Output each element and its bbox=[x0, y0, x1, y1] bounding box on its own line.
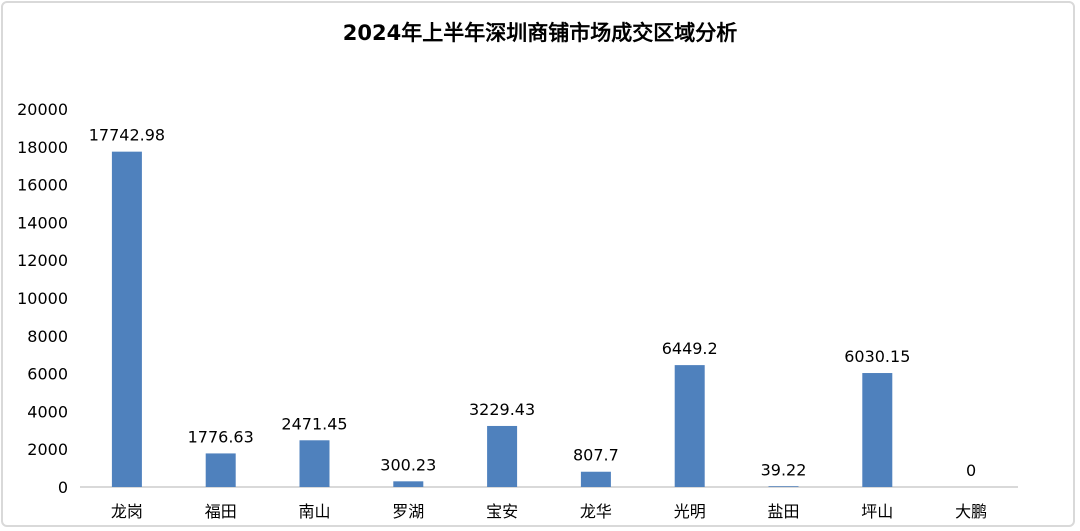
y-tick-label: 4000 bbox=[27, 402, 68, 421]
data-label: 300.23 bbox=[380, 455, 436, 474]
data-label: 0 bbox=[966, 461, 976, 480]
data-label: 17742.98 bbox=[89, 126, 165, 145]
bar bbox=[299, 440, 330, 487]
bar bbox=[862, 373, 893, 487]
bar bbox=[674, 365, 705, 487]
data-label: 6449.2 bbox=[662, 339, 718, 358]
y-tick-label: 12000 bbox=[17, 251, 68, 270]
x-category-label: 宝安 bbox=[486, 502, 518, 521]
data-label: 2471.45 bbox=[281, 414, 347, 433]
x-category-label: 罗湖 bbox=[392, 502, 424, 521]
x-category-label: 福田 bbox=[205, 502, 237, 521]
chart-title: 2024年上半年深圳商铺市场成交区域分析 bbox=[343, 21, 737, 45]
y-tick-label: 14000 bbox=[17, 213, 68, 232]
x-category-label: 坪山 bbox=[861, 502, 893, 521]
data-label: 6030.15 bbox=[844, 347, 910, 366]
bar bbox=[580, 471, 611, 487]
y-tick-label: 18000 bbox=[17, 138, 68, 157]
data-label: 3229.43 bbox=[469, 400, 535, 419]
x-category-label: 光明 bbox=[674, 502, 706, 521]
y-tick-label: 6000 bbox=[27, 365, 68, 384]
data-label: 1776.63 bbox=[188, 427, 254, 446]
bar bbox=[768, 486, 799, 487]
bar bbox=[487, 425, 518, 487]
x-category-label: 盐田 bbox=[767, 502, 799, 521]
y-tick-label: 10000 bbox=[17, 289, 68, 308]
x-category-label: 大鹏 bbox=[955, 502, 987, 521]
data-label: 39.22 bbox=[761, 460, 807, 479]
bar bbox=[111, 151, 142, 487]
bar bbox=[205, 453, 236, 487]
y-tick-label: 2000 bbox=[27, 440, 68, 459]
data-label: 807.7 bbox=[573, 446, 619, 465]
y-tick-label: 20000 bbox=[17, 100, 68, 119]
x-category-label: 龙岗 bbox=[111, 502, 143, 521]
bar bbox=[393, 481, 424, 487]
y-tick-label: 16000 bbox=[17, 176, 68, 195]
x-category-label: 南山 bbox=[298, 502, 330, 521]
y-tick-label: 8000 bbox=[27, 327, 68, 346]
y-tick-label: 0 bbox=[58, 478, 68, 497]
x-category-label: 龙华 bbox=[580, 502, 612, 521]
